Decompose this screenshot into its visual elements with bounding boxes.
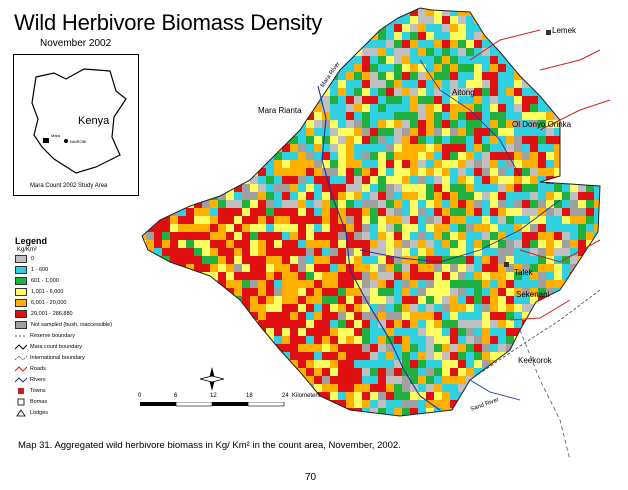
legend-class-row: 1 - 600 [15, 264, 165, 275]
count-area-boundary [141, 7, 601, 417]
kenya-inset-map: Kenya Mara NAIROBI Mara Count 2002 Study… [13, 54, 139, 196]
legend-swatch [15, 320, 27, 329]
legend-swatch [15, 298, 27, 307]
talek-river [359, 199, 561, 263]
legend-line-row: Rivers [15, 374, 165, 385]
legend-swatch [15, 309, 27, 318]
legend-points: Towns Bomas Lodges [15, 385, 165, 418]
sand-river [469, 379, 521, 401]
scale-tick-label: 18 [246, 393, 253, 399]
legend-class-label: 1 - 600 [31, 266, 49, 273]
legend-class-label: 0 [31, 255, 35, 262]
reserve-boundary-line-icon [15, 335, 27, 336]
scale-tick-label: 12 [210, 393, 217, 399]
legend-line-label: Roads [30, 365, 46, 372]
page-number: 70 [305, 472, 317, 483]
boma-marker-icon [17, 398, 25, 405]
scale-bar-graphic [140, 402, 285, 407]
legend-class-label: Not sampled (bush, inaccessible) [31, 321, 113, 328]
legend-point-row: Lodges [15, 407, 165, 418]
legend-line-row: Reserve boundary [15, 330, 165, 341]
legend-line-label: International boundary [30, 354, 85, 361]
inset-nairobi-label: NAIROBI [70, 139, 87, 144]
inset-country-label: Kenya [78, 115, 110, 127]
town-marker-lemek [546, 30, 551, 35]
legend-class-row: 6,001 - 20,000 [15, 297, 165, 308]
north-arrow-icon [199, 367, 225, 391]
river-line-icon [15, 376, 27, 383]
legend-swatch [15, 287, 27, 296]
legend-class-label: 20,001 - 286,880 [31, 310, 73, 317]
inset-caption: Mara Count 2002 Study Area [30, 183, 108, 189]
scale-unit-label: Kilometers [292, 393, 321, 399]
legend-point-row: Bomas [15, 396, 165, 407]
legend-line-row: International boundary [15, 352, 165, 363]
place-keekorok: Keekorok [518, 356, 552, 365]
legend-line-label: Reserve boundary [30, 332, 75, 339]
legend-swatch [15, 276, 27, 285]
scale-tick-label: 6 [174, 393, 178, 399]
legend-swatch [15, 265, 27, 274]
place-lemek: Lemek [552, 26, 577, 35]
legend-class-row: 601 - 1,000 [15, 275, 165, 286]
road-east [539, 99, 611, 131]
kenya-outline [31, 68, 127, 174]
legend-title: Legend [15, 236, 48, 246]
legend-line-label: Mara count boundary [30, 343, 82, 350]
road-lemek [469, 29, 541, 61]
count-boundary-line-icon [15, 343, 27, 350]
legend-classes: 0 1 - 600 601 - 1,000 1,001 - 6,000 6,001 - … [15, 253, 165, 330]
legend-class-label: 1,001 - 6,000 [31, 288, 64, 295]
north-river [419, 59, 521, 177]
place-ol-donyo-orinka: Ol Donyo Orinka [512, 120, 572, 129]
international-boundary [469, 289, 601, 381]
place-mara-rianta: Mara Rianta [258, 106, 302, 115]
reserve-boundary [519, 329, 571, 461]
inset-mara-label: Mara [51, 133, 61, 138]
map-legend: Legend Kg/Km² 0 1 - 600 601 - 1,000 1,001 -… [15, 236, 165, 418]
place-sekenani: Sekenani [516, 290, 550, 299]
legend-units: Kg/Km² [17, 247, 38, 253]
legend-class-label: 6,001 - 20,000 [31, 299, 67, 306]
town-marker-talek [504, 262, 509, 267]
map-subtitle: November 2002 [40, 38, 112, 49]
place-talek: Talek [514, 268, 533, 277]
place-aitong: Aitong [452, 88, 475, 97]
legend-class-row: 20,001 - 286,880 [15, 308, 165, 319]
scale-tick-label: 0 [138, 393, 142, 399]
international-boundary-line-icon [15, 354, 27, 361]
legend-point-label: Lodges [30, 409, 49, 416]
road-line-icon [15, 365, 27, 372]
map-title: Wild Herbivore Biomass Density [14, 10, 323, 35]
legend-line-row: Mara count boundary [15, 341, 165, 352]
mara-river [317, 85, 441, 411]
legend-class-row: 0 [15, 253, 165, 264]
town-marker-icon [18, 387, 24, 394]
legend-point-label: Bomas [30, 398, 48, 405]
road-talek [519, 239, 601, 263]
road-sekenani [509, 299, 571, 321]
scale-tick-label: 24 [282, 393, 289, 399]
legend-point-row: Towns [15, 385, 165, 396]
legend-class-row: Not sampled (bush, inaccessible) [15, 319, 165, 330]
road-north [539, 49, 601, 71]
legend-point-label: Towns [30, 387, 46, 394]
lodge-marker-icon [16, 408, 26, 416]
map-caption: Map 31. Aggregated wild herbivore biomas… [18, 440, 401, 451]
legend-class-label: 601 - 1,000 [31, 277, 59, 284]
legend-lines: Reserve boundary Mara count boundary Inter… [15, 330, 165, 385]
legend-class-row: 1,001 - 6,000 [15, 286, 165, 297]
legend-line-row: Roads [15, 363, 165, 374]
legend-line-label: Rivers [30, 376, 46, 383]
legend-swatch [15, 254, 27, 263]
